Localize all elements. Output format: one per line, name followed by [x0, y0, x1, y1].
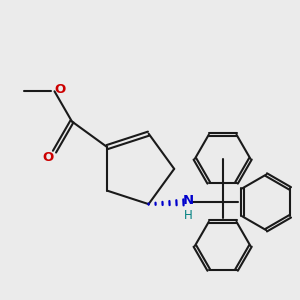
Text: O: O: [42, 151, 53, 164]
Text: H: H: [184, 209, 192, 222]
Text: N: N: [182, 194, 194, 207]
Text: O: O: [54, 83, 65, 96]
